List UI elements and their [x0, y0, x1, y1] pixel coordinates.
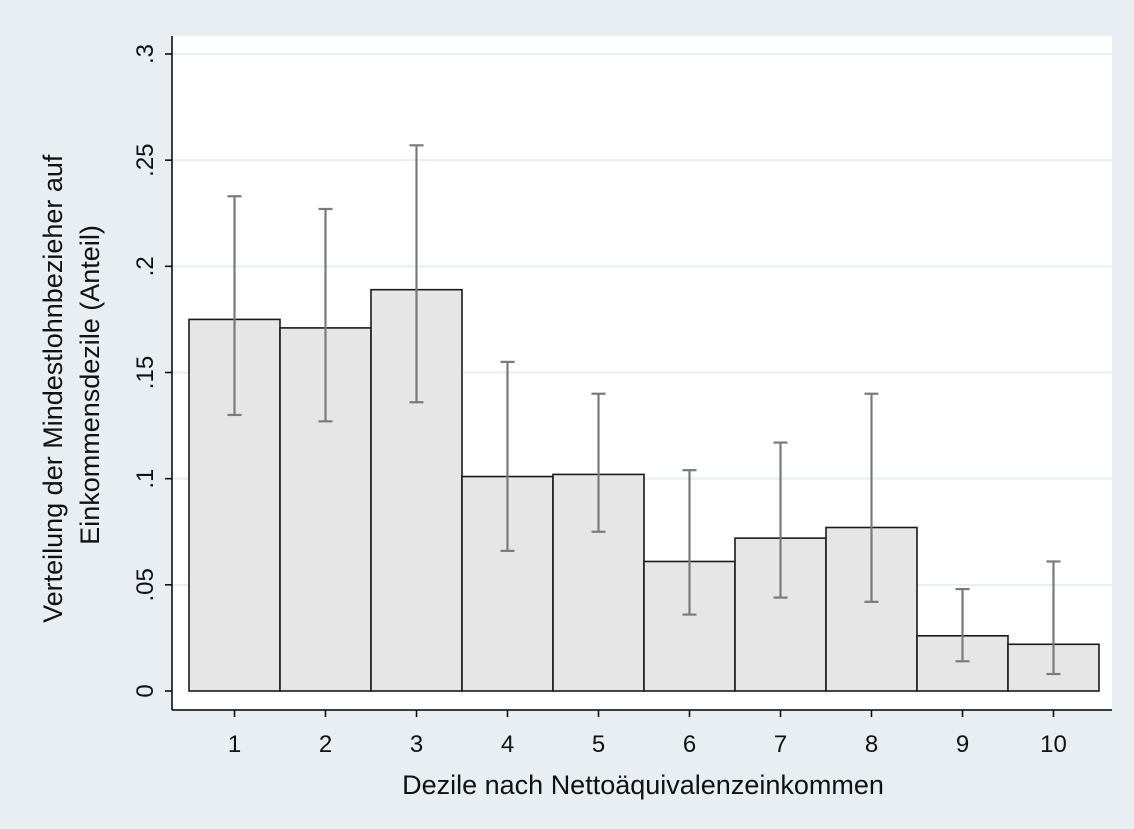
- y-tick-label: 0: [132, 684, 159, 697]
- x-tick-label: 10: [1040, 731, 1067, 758]
- tick-labels: 0 .05 .1 .15 .2 .25 .3 1 2 3 4 5 6 7 8 9 10: [132, 44, 1067, 758]
- y-tick-label: .25: [132, 143, 159, 176]
- x-tick-label: 3: [410, 731, 423, 758]
- y-axis-title-line-1: Verteilung der Mindestlohnbezieher auf: [38, 154, 68, 623]
- x-tick-label: 9: [956, 731, 969, 758]
- x-axis-title: Dezile nach Nettoäquivalenzeinkommen: [402, 770, 884, 800]
- y-tick-label: .1: [132, 469, 159, 489]
- y-tick-label: .05: [132, 568, 159, 601]
- x-tick-label: 5: [592, 731, 605, 758]
- y-axis-title-line-2: Einkommensdezile (Anteil): [75, 225, 105, 545]
- y-axis-title: Verteilung der Mindestlohnbezieher auf E…: [38, 147, 105, 623]
- x-tick-label: 4: [501, 731, 514, 758]
- x-tick-label: 2: [319, 731, 332, 758]
- x-tick-label: 1: [228, 731, 241, 758]
- error-bars: [227, 144, 1061, 676]
- y-tick-label: .15: [132, 356, 159, 389]
- y-tick-label: .2: [132, 256, 159, 276]
- y-tick-label: .3: [132, 44, 159, 64]
- x-tick-label: 8: [865, 731, 878, 758]
- x-tick-label: 7: [774, 731, 787, 758]
- axes: [165, 36, 1112, 717]
- x-tick-label: 6: [683, 731, 696, 758]
